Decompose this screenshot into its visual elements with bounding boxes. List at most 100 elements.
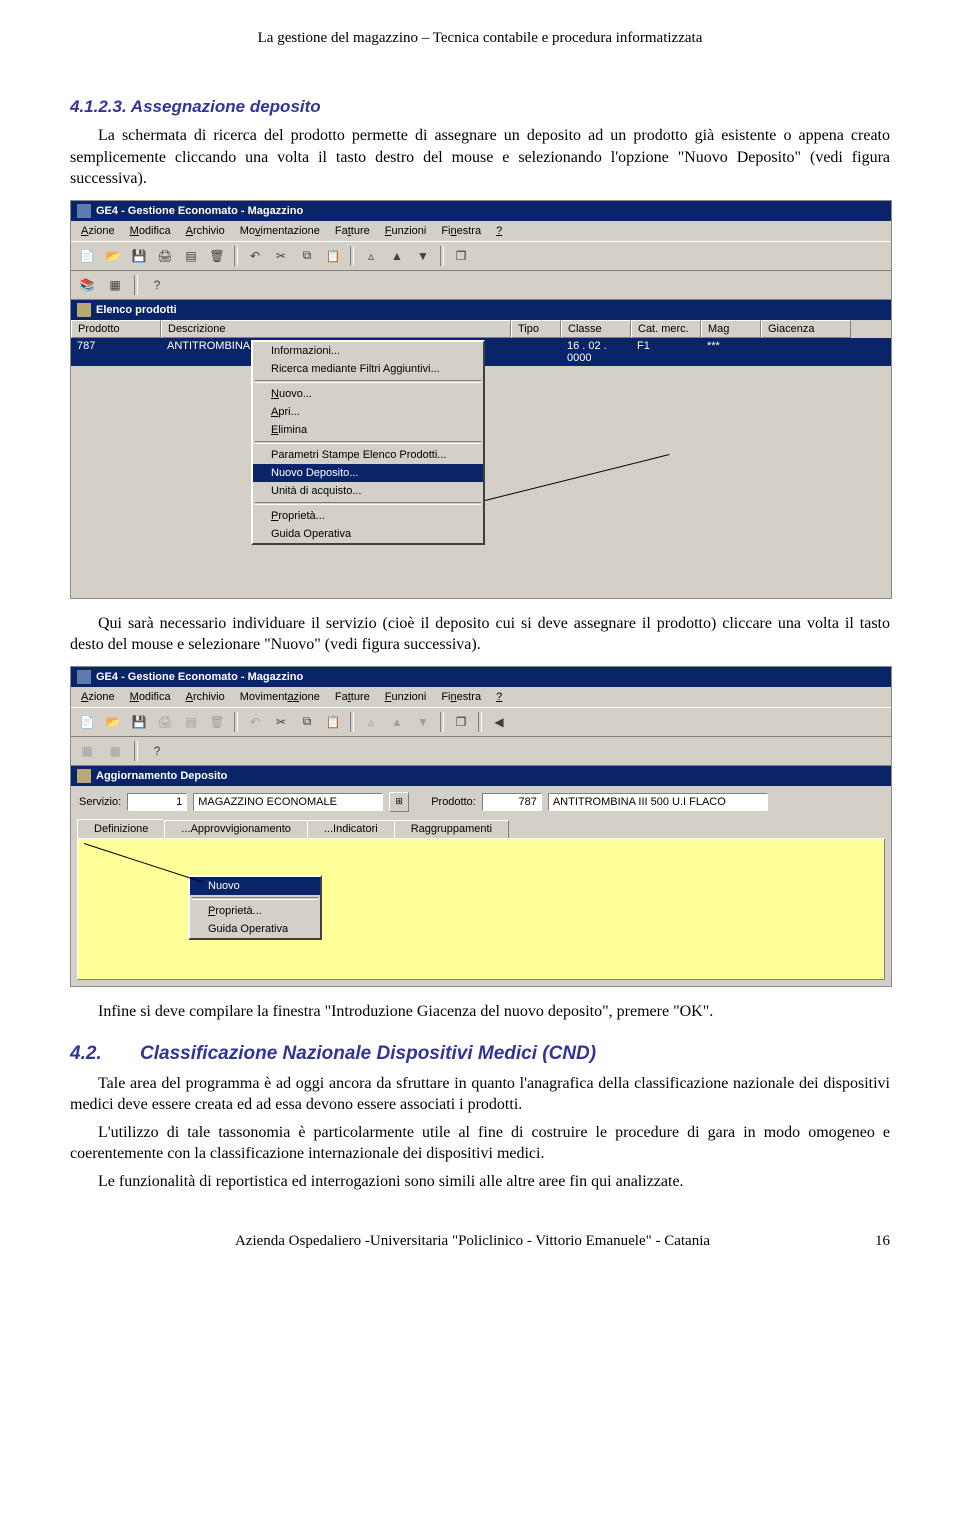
col-catmerc[interactable]: Cat. merc. [631,320,701,338]
window-icon[interactable]: ❐ [449,711,473,733]
window-icon[interactable]: ❐ [449,245,473,267]
subwindow-icon [77,303,91,317]
copy-icon[interactable]: ⧉ [295,711,319,733]
ctx2-proprieta[interactable]: Proprietà... [190,902,320,920]
toolbar-1: 📄 📂 💾 🖨 ▤ 🗑 ↶ ✂ ⧉ 📋 ▵ ▲ ▼ ❐ [71,241,891,271]
screenshot-elenco-prodotti: GE4 - Gestione Economato - Magazzino Azi… [70,200,892,599]
cut-icon[interactable]: ✂ [269,245,293,267]
ctx-elimina[interactable]: Elimina [253,421,483,439]
menu-funzioni[interactable]: Funzioni [379,223,433,239]
ctx-unita-acquisto[interactable]: Unità di acquisto... [253,482,483,500]
sort-icon: ▵ [359,711,383,733]
prodotto-desc[interactable]: ANTITROMBINA III 500 U.I FLACO [548,793,768,811]
save-icon[interactable]: 💾 [127,245,151,267]
open-icon[interactable]: 📂 [101,711,125,733]
section-42-title: 4.2.Classificazione Nazionale Dispositiv… [70,1043,890,1065]
window-title-2: GE4 - Gestione Economato - Magazzino [96,671,303,683]
servizio-code[interactable]: 1 [127,793,187,811]
up-icon[interactable]: ▲ [385,245,409,267]
menu-finestra[interactable]: Finestra [435,689,487,705]
ctx-nuovo[interactable]: Nuovo... [253,385,483,403]
app-icon [77,204,91,218]
col-classe[interactable]: Classe [561,320,631,338]
undo-icon: ↶ [243,711,267,733]
copy-icon[interactable]: ⧉ [295,245,319,267]
menu-azione[interactable]: Azione [75,689,121,705]
col-tipo[interactable]: Tipo [511,320,561,338]
menu-fatture[interactable]: Fatture [329,223,376,239]
menu-archivio[interactable]: Archivio [180,689,231,705]
help-icon[interactable]: ? [145,274,169,296]
ctx-nuovo-deposito[interactable]: Nuovo Deposito... [253,464,483,482]
ctx-informazioni[interactable]: Informazioni... [253,342,483,360]
grid-icon[interactable]: ▦ [103,274,127,296]
down-icon: ▼ [411,711,435,733]
save-icon[interactable]: 💾 [127,711,151,733]
app-icon [77,670,91,684]
sec2-p1: Tale area del programma è ad oggi ancora… [70,1073,890,1116]
paste-icon[interactable]: 📋 [321,245,345,267]
print-icon[interactable]: 🖨 [153,245,177,267]
book-icon[interactable]: 📚 [75,274,99,296]
menu-movimentazione[interactable]: Movimentazione [234,223,326,239]
annotation-arrow-2 [84,843,203,883]
sec1-p1: La schermata di ricerca del prodotto per… [70,125,890,190]
menu-fatture[interactable]: Fatture [329,689,376,705]
menu-modifica[interactable]: Modifica [124,223,177,239]
nav-icon[interactable]: ◀ [487,711,511,733]
report-icon[interactable]: ▤ [179,245,203,267]
ctx-proprieta[interactable]: Proprietà... [253,507,483,525]
grid-body: 787 ANTITROMBINA III 16 . 02 . 0000 F1 *… [71,338,891,598]
ctx-guida[interactable]: Guida Operativa [253,525,483,543]
delete-icon[interactable]: 🗑 [205,245,229,267]
col-prodotto[interactable]: Prodotto [71,320,161,338]
col-descrizione[interactable]: Descrizione [161,320,511,338]
toolbar-2: 📚 ▦ ? [71,271,891,300]
running-header: La gestione del magazzino – Tecnica cont… [70,30,890,47]
up-icon: ▲ [385,711,409,733]
sec2-p3: Le funzionalità di reportistica ed inter… [70,1171,890,1193]
tab-indicatori[interactable]: ...Indicatori [307,820,395,840]
menu-archivio[interactable]: Archivio [180,223,231,239]
new-icon[interactable]: 📄 [75,711,99,733]
mid-p: Qui sarà necessario individuare il servi… [70,613,890,656]
tab-definizione[interactable]: Definizione [77,819,165,839]
menu-help[interactable]: ? [490,223,508,239]
open-icon[interactable]: 📂 [101,245,125,267]
menu-movimentazione[interactable]: Movimentazione [234,689,326,705]
lookup-icon[interactable]: ⊞ [389,792,409,812]
prodotto-code[interactable]: 787 [482,793,542,811]
report-icon: ▤ [179,711,203,733]
col-giacenza[interactable]: Giacenza [761,320,851,338]
ctx-apri[interactable]: Apri... [253,403,483,421]
sort-icon[interactable]: ▵ [359,245,383,267]
help-icon[interactable]: ? [145,740,169,762]
print-icon: 🖨 [153,711,177,733]
cell-tipo [511,338,561,366]
page-footer: Azienda Ospedaliero -Universitaria "Poli… [70,1233,890,1250]
cell-giac [761,338,851,366]
tab-approvvigionamento[interactable]: ...Approvvigionamento [164,820,307,840]
down-icon[interactable]: ▼ [411,245,435,267]
menu-help[interactable]: ? [490,689,508,705]
menu-azione[interactable]: Azione [75,223,121,239]
menu-modifica[interactable]: Modifica [124,689,177,705]
cut-icon[interactable]: ✂ [269,711,293,733]
ctx2-nuovo[interactable]: Nuovo [190,877,320,895]
cell-cat: F1 [631,338,701,366]
ctx-parametri-stampe[interactable]: Parametri Stampe Elenco Prodotti... [253,446,483,464]
annotation-arrow [485,454,670,501]
toolbar-2b: ▦ ▦ ? [71,737,891,766]
menu-finestra[interactable]: Finestra [435,223,487,239]
servizio-desc[interactable]: MAGAZZINO ECONOMALE [193,793,383,811]
ctx-ricerca-filtri[interactable]: Ricerca mediante Filtri Aggiuntivi... [253,360,483,378]
undo-icon[interactable]: ↶ [243,245,267,267]
ctx2-guida[interactable]: Guida Operativa [190,920,320,938]
after-p1: Infine si deve compilare la finestra "In… [70,1001,890,1023]
paste-icon: 📋 [321,711,345,733]
new-icon[interactable]: 📄 [75,245,99,267]
tab-raggruppamenti[interactable]: Raggruppamenti [394,820,509,840]
menu-funzioni[interactable]: Funzioni [379,689,433,705]
toolbar-1b: 📄 📂 💾 🖨 ▤ 🗑 ↶ ✂ ⧉ 📋 ▵ ▲ ▼ ❐ ◀ [71,707,891,737]
col-mag[interactable]: Mag [701,320,761,338]
